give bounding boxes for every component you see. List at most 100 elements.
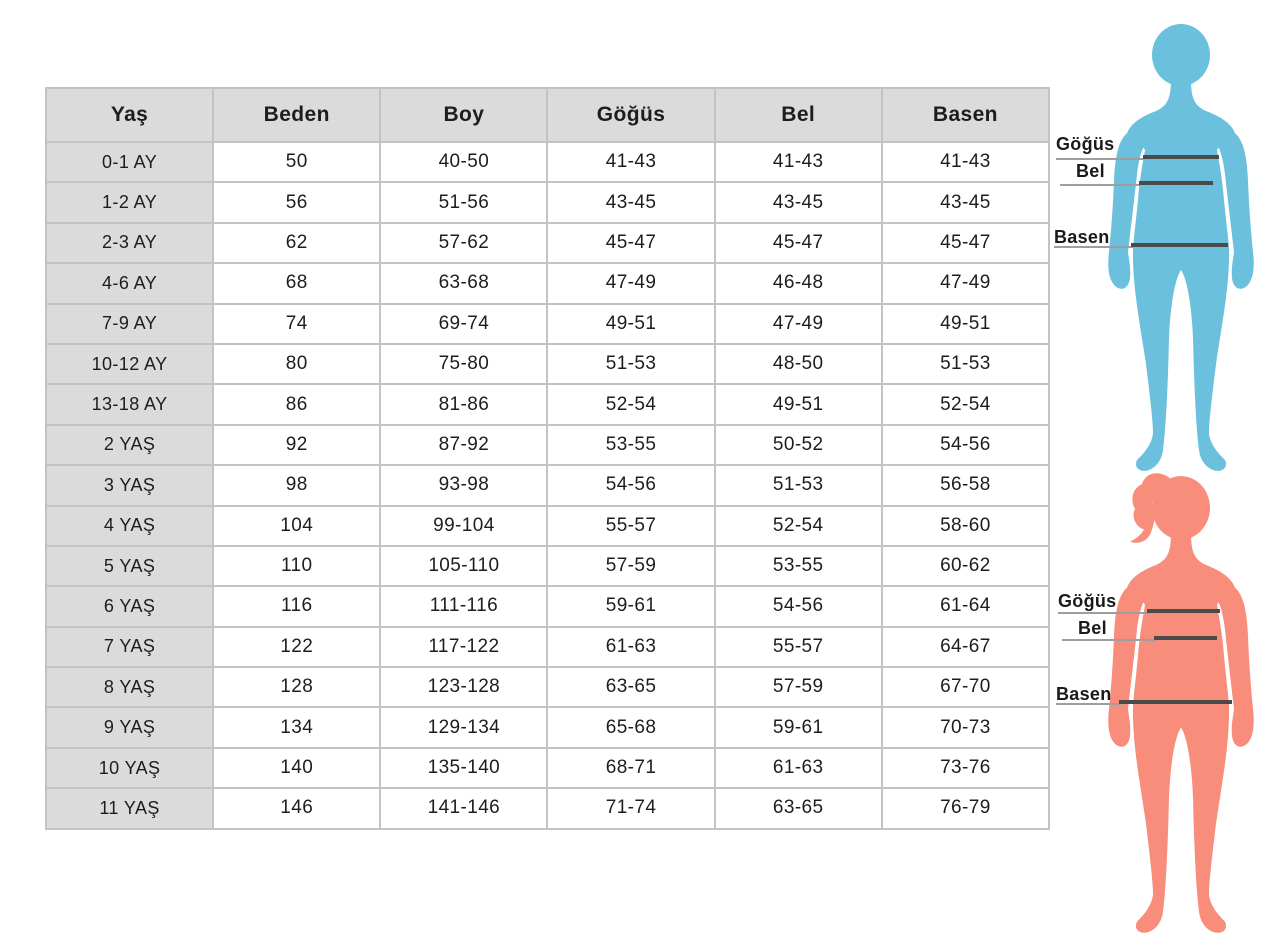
value-cell: 56-58	[880, 464, 1051, 507]
value-cell: 62	[212, 221, 382, 265]
waist-leader-line-blue	[1060, 184, 1141, 186]
value-cell: 128	[212, 666, 382, 709]
value-cell: 64-67	[880, 625, 1051, 669]
value-cell: 68	[212, 262, 382, 305]
value-cell: 55-57	[546, 504, 716, 547]
value-cell: 80	[212, 342, 382, 386]
value-cell: 74	[212, 302, 382, 345]
age-cell: 10-12 AY	[44, 342, 215, 386]
chest-label-pink: Göğüs	[1058, 591, 1117, 611]
value-cell: 73-76	[880, 746, 1051, 790]
value-cell: 61-64	[880, 585, 1051, 628]
value-cell: 47-49	[713, 302, 883, 345]
value-cell: 99-104	[379, 504, 549, 547]
age-cell: 5 YAŞ	[44, 544, 215, 588]
table-row: 10 YAŞ 140 135-140 68-71 61-63 73-76	[44, 746, 1051, 790]
age-cell: 4 YAŞ	[44, 504, 215, 547]
value-cell: 70-73	[880, 706, 1051, 749]
value-cell: 116	[212, 585, 382, 628]
age-cell: 8 YAŞ	[44, 666, 215, 709]
value-cell: 49-51	[546, 302, 716, 345]
value-cell: 49-51	[880, 302, 1051, 345]
value-cell: 52-54	[880, 383, 1051, 426]
column-header-hip: Basen	[880, 87, 1051, 143]
value-cell: 45-47	[546, 221, 716, 265]
value-cell: 51-53	[880, 342, 1051, 386]
table-row: 5 YAŞ 110 105-110 57-59 53-55 60-62	[44, 544, 1051, 588]
value-cell: 63-65	[713, 787, 883, 830]
age-cell: 1-2 AY	[44, 181, 215, 224]
value-cell: 75-80	[379, 342, 549, 386]
value-cell: 50-52	[713, 423, 883, 467]
value-cell: 46-48	[713, 262, 883, 305]
value-cell: 55-57	[713, 625, 883, 669]
value-cell: 135-140	[379, 746, 549, 790]
age-cell: 7 YAŞ	[44, 625, 215, 669]
hip-measure-line-blue	[1131, 243, 1228, 247]
value-cell: 104	[212, 504, 382, 547]
value-cell: 69-74	[379, 302, 549, 345]
chest-label-blue: Göğüs	[1056, 134, 1115, 154]
value-cell: 140	[212, 746, 382, 790]
value-cell: 87-92	[379, 423, 549, 467]
value-cell: 122	[212, 625, 382, 669]
value-cell: 48-50	[713, 342, 883, 386]
chest-measure-line-blue	[1143, 155, 1219, 159]
value-cell: 61-63	[713, 746, 883, 790]
table-row: 7-9 AY 74 69-74 49-51 47-49 49-51	[44, 302, 1051, 345]
value-cell: 47-49	[880, 262, 1051, 305]
age-cell: 4-6 AY	[44, 262, 215, 305]
chest-leader-line-blue	[1056, 158, 1145, 160]
value-cell: 52-54	[546, 383, 716, 426]
value-cell: 51-56	[379, 181, 549, 224]
table-row: 9 YAŞ 134 129-134 65-68 59-61 70-73	[44, 706, 1051, 749]
value-cell: 86	[212, 383, 382, 426]
value-cell: 40-50	[379, 140, 549, 184]
waist-label-pink: Bel	[1078, 618, 1107, 638]
age-cell: 9 YAŞ	[44, 706, 215, 749]
hip-leader-line-pink	[1056, 703, 1121, 705]
header-row: Yaş Beden Boy Göğüs Bel Basen	[44, 87, 1051, 143]
size-table-body: 0-1 AY 50 40-50 41-43 41-43 41-43 1-2 AY 56 51-5…	[44, 140, 1051, 830]
value-cell: 60-62	[880, 544, 1051, 588]
column-header-age: Yaş	[44, 87, 215, 143]
column-header-waist: Bel	[713, 87, 883, 143]
value-cell: 146	[212, 787, 382, 830]
value-cell: 49-51	[713, 383, 883, 426]
value-cell: 52-54	[713, 504, 883, 547]
age-cell: 6 YAŞ	[44, 585, 215, 628]
value-cell: 134	[212, 706, 382, 749]
value-cell: 43-45	[713, 181, 883, 224]
value-cell: 45-47	[713, 221, 883, 265]
chest-leader-line-pink	[1058, 612, 1149, 614]
value-cell: 110	[212, 544, 382, 588]
table-row: 4-6 AY 68 63-68 47-49 46-48 47-49	[44, 262, 1051, 305]
value-cell: 57-59	[713, 666, 883, 709]
value-cell: 41-43	[713, 140, 883, 184]
value-cell: 65-68	[546, 706, 716, 749]
value-cell: 141-146	[379, 787, 549, 830]
table-row: 3 YAŞ 98 93-98 54-56 51-53 56-58	[44, 464, 1051, 507]
value-cell: 47-49	[546, 262, 716, 305]
age-cell: 10 YAŞ	[44, 746, 215, 790]
hip-leader-line-blue	[1054, 246, 1133, 248]
value-cell: 123-128	[379, 666, 549, 709]
table-row: 2 YAŞ 92 87-92 53-55 50-52 54-56	[44, 423, 1051, 467]
value-cell: 53-55	[713, 544, 883, 588]
value-cell: 81-86	[379, 383, 549, 426]
age-cell: 11 YAŞ	[44, 787, 215, 830]
age-cell: 13-18 AY	[44, 383, 215, 426]
hip-label-pink: Basen	[1056, 684, 1112, 704]
value-cell: 54-56	[546, 464, 716, 507]
value-cell: 57-59	[546, 544, 716, 588]
waist-measure-line-pink	[1154, 636, 1217, 640]
value-cell: 117-122	[379, 625, 549, 669]
value-cell: 76-79	[880, 787, 1051, 830]
table-row: 8 YAŞ 128 123-128 63-65 57-59 67-70	[44, 666, 1051, 709]
value-cell: 67-70	[880, 666, 1051, 709]
value-cell: 92	[212, 423, 382, 467]
column-header-height: Boy	[379, 87, 549, 143]
value-cell: 57-62	[379, 221, 549, 265]
value-cell: 59-61	[546, 585, 716, 628]
